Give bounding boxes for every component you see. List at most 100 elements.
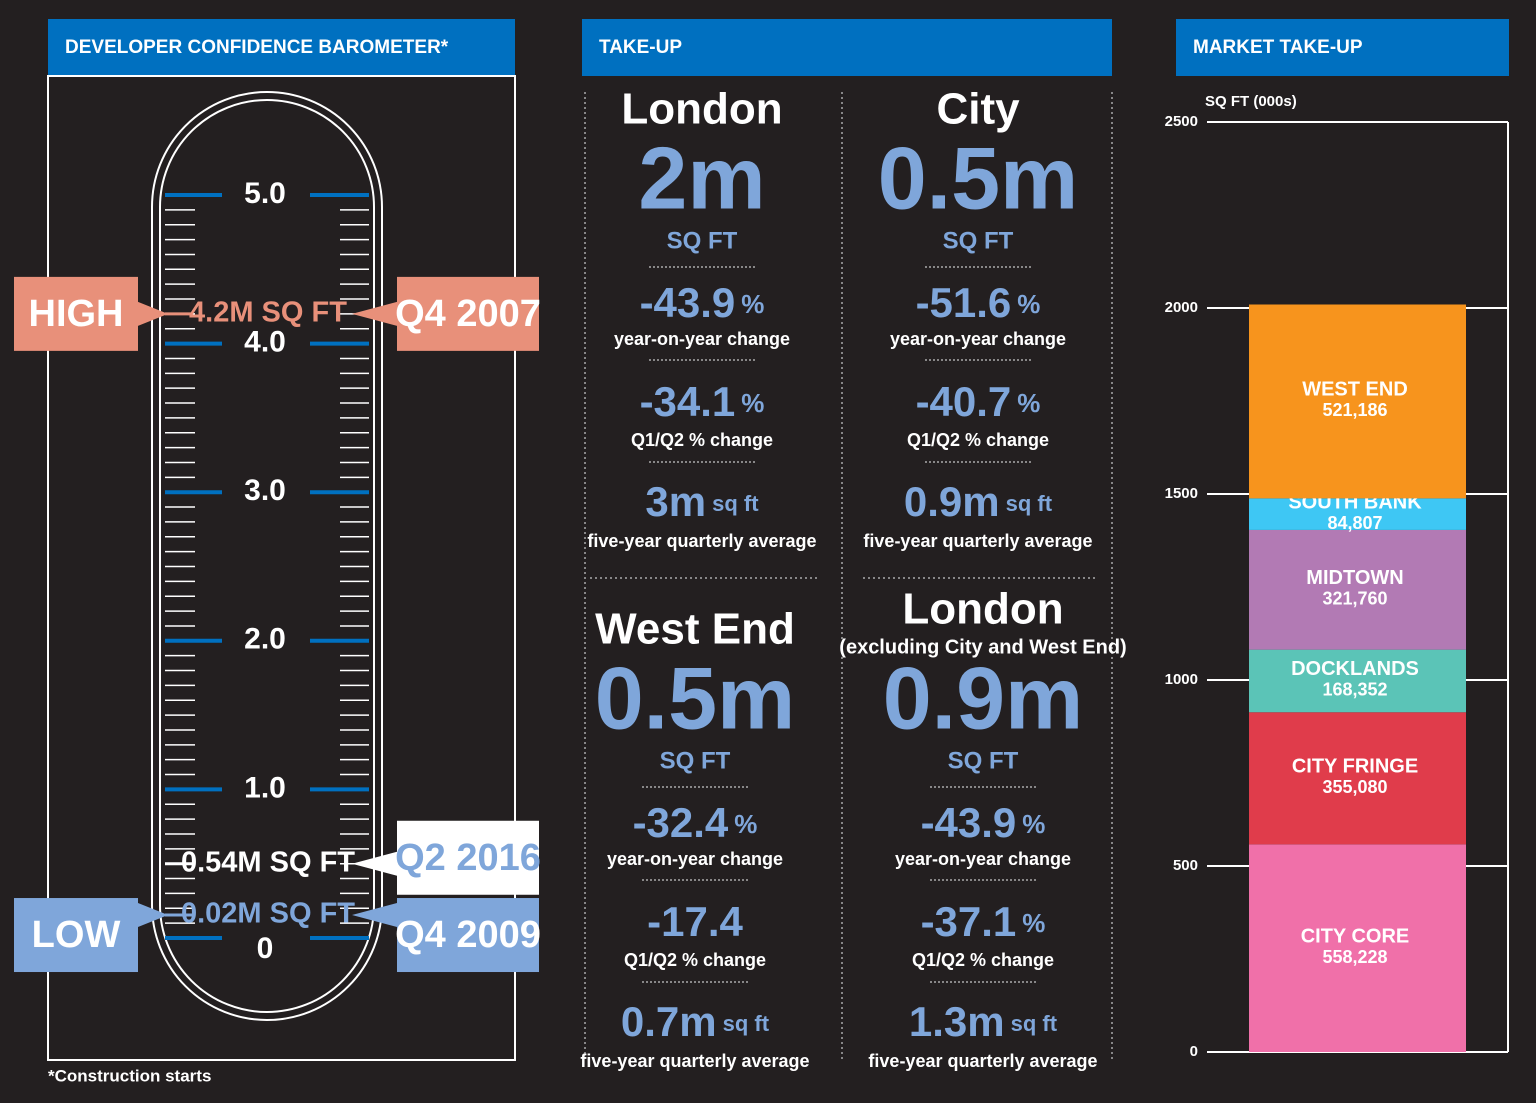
yoy-suffix: % <box>741 289 764 319</box>
average-value: 0.7m <box>621 998 717 1045</box>
q-change: -40.7% <box>916 378 1041 425</box>
y-tick-label: 500 <box>1173 857 1198 874</box>
q-change-suffix: % <box>1022 908 1045 938</box>
stat-label: year-on-year change <box>614 329 790 349</box>
chart-title: MARKET TAKE-UP <box>1193 37 1363 58</box>
stat-label: five-year quarterly average <box>863 531 1092 551</box>
tag-box <box>14 276 138 351</box>
segment-name: CITY FRINGE <box>1292 756 1418 778</box>
q-change: -34.1% <box>640 378 765 425</box>
date-box <box>397 820 539 895</box>
tick-label: 1.0 <box>244 771 286 804</box>
yoy: -43.9% <box>921 799 1046 846</box>
stat-label: five-year quarterly average <box>580 1051 809 1071</box>
region-subtitle: (excluding City and West End) <box>839 636 1126 658</box>
stat-label: Q1/Q2 % change <box>631 430 773 450</box>
segment-name: CITY CORE <box>1301 925 1410 947</box>
barometer-title: DEVELOPER CONFIDENCE BAROMETER* <box>65 37 449 58</box>
yoy: -51.6% <box>916 279 1041 326</box>
stat-label: five-year quarterly average <box>587 531 816 551</box>
date-pointer <box>352 903 397 928</box>
average-suffix: sq ft <box>712 491 759 516</box>
q-change-value: -17.4 <box>647 898 743 945</box>
headline-unit: SQ FT <box>943 227 1014 254</box>
tick-label: 0 <box>257 932 274 965</box>
region: London <box>902 585 1063 634</box>
date-box <box>397 898 539 973</box>
segment-value: 84,807 <box>1327 513 1382 533</box>
headline-value: 2m <box>638 128 765 227</box>
gauge-outline <box>159 99 375 1013</box>
tick-label: 5.0 <box>244 177 286 210</box>
tag-pointer <box>138 903 168 928</box>
stat-label: Q1/Q2 % change <box>624 950 766 970</box>
take-up-title: TAKE-UP <box>599 37 682 58</box>
segment-value: 558,228 <box>1322 947 1387 967</box>
stat-label: five-year quarterly average <box>868 1051 1097 1071</box>
tag-pointer <box>138 301 168 326</box>
q-change-value: -34.1 <box>640 378 736 425</box>
yoy-value: -51.6 <box>916 279 1012 326</box>
stat-label: year-on-year change <box>890 329 1066 349</box>
header-bar <box>1176 19 1509 76</box>
headline-unit: SQ FT <box>660 747 731 774</box>
average: 1.3m sq ft <box>909 998 1058 1045</box>
average-value: 3m <box>645 478 706 525</box>
y-tick-label: 0 <box>1190 1043 1198 1060</box>
marker-date: Q4 2009 <box>395 914 541 956</box>
header-bar <box>48 19 515 76</box>
date-box <box>397 276 539 351</box>
q-change: -37.1% <box>921 898 1046 945</box>
average-suffix: sq ft <box>723 1011 770 1036</box>
marker-date: Q4 2007 <box>395 293 541 335</box>
gauge-outline <box>151 91 383 1021</box>
marker-tag: LOW <box>32 914 121 956</box>
header-bar <box>582 19 1112 76</box>
headline-value: 0.5m <box>878 128 1079 227</box>
yoy-suffix: % <box>1022 809 1045 839</box>
region: West End <box>595 605 795 654</box>
segment-value: 355,080 <box>1322 777 1387 797</box>
region: City <box>936 85 1020 134</box>
barometer-frame <box>47 75 516 1061</box>
tick-label: 3.0 <box>244 474 286 507</box>
marker-tag: HIGH <box>29 293 124 335</box>
bar-segment <box>1249 529 1466 650</box>
yoy-suffix: % <box>1017 289 1040 319</box>
bar-segment <box>1249 844 1466 1052</box>
marker-date: Q2 2016 <box>395 837 541 879</box>
q-change-value: -40.7 <box>916 378 1012 425</box>
y-tick-label: 1000 <box>1165 671 1198 688</box>
footnote: *Construction starts <box>48 1066 211 1085</box>
date-pointer <box>352 301 397 326</box>
stat-label: year-on-year change <box>607 849 783 869</box>
headline-unit: SQ FT <box>667 227 738 254</box>
segment-name: WEST END <box>1302 379 1408 401</box>
yoy: -43.9% <box>640 279 765 326</box>
average-value: 0.9m <box>904 478 1000 525</box>
headline-unit: SQ FT <box>948 747 1019 774</box>
q-change: -17.4 <box>647 898 743 945</box>
average: 0.9m sq ft <box>904 478 1053 525</box>
tick-label: 2.0 <box>244 623 286 656</box>
segment-name: DOCKLANDS <box>1291 658 1419 680</box>
bar-segment <box>1249 498 1466 530</box>
average-suffix: sq ft <box>1006 491 1053 516</box>
bar-segment <box>1249 649 1466 713</box>
date-pointer <box>352 851 397 876</box>
q-change-suffix: % <box>1017 388 1040 418</box>
y-tick-label: 2000 <box>1165 299 1198 316</box>
average: 3m sq ft <box>645 478 759 525</box>
q-change-suffix: % <box>741 388 764 418</box>
region: London <box>621 85 782 134</box>
y-tick-label: 2500 <box>1165 113 1198 130</box>
segment-name: MIDTOWN <box>1306 567 1403 589</box>
stat-label: Q1/Q2 % change <box>907 430 1049 450</box>
tick-label: 4.0 <box>244 326 286 359</box>
tag-box <box>14 898 138 973</box>
headline-value: 0.9m <box>883 648 1084 747</box>
y-tick-label: 1500 <box>1165 485 1198 502</box>
q-change-value: -37.1 <box>921 898 1017 945</box>
segment-value: 168,352 <box>1322 680 1387 700</box>
